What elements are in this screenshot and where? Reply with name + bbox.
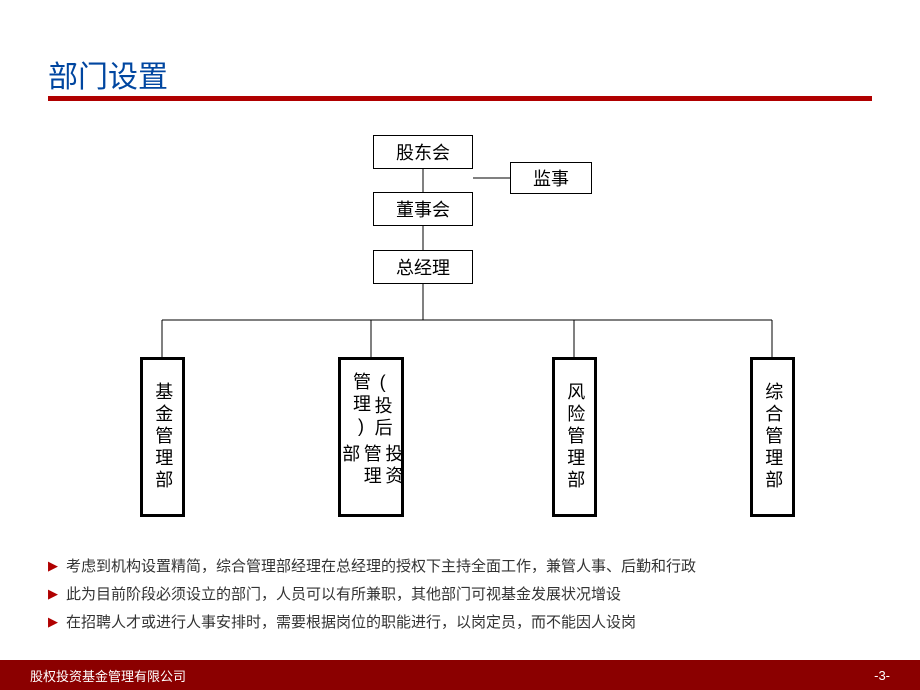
bullet-text: 在招聘人才或进行人事安排时，需要根据岗位的职能进行，以岗定员，而不能因人设岗 xyxy=(66,611,636,632)
org-dept-fengxian: 风险管理部 xyxy=(552,357,597,517)
footer-bar: 股权投资基金管理有限公司 -3- xyxy=(0,660,920,690)
bullet-item: ▶ 此为目前阶段必须设立的部门，人员可以有所兼职，其他部门可视基金发展状况增设 xyxy=(48,583,872,605)
page-title: 部门设置 xyxy=(48,52,168,96)
org-dept-jijin: 基金管理部 xyxy=(140,357,185,517)
org-chart: 股东会监事董事会总经理基金管理部 (投后管理)投资管理部 风险管理部 综合管理部 xyxy=(0,120,920,540)
title-underline xyxy=(48,96,872,101)
footer-company: 股权投资基金管理有限公司 xyxy=(30,666,186,685)
bullet-item: ▶ 在招聘人才或进行人事安排时，需要根据岗位的职能进行，以岗定员，而不能因人设岗 xyxy=(48,611,872,633)
bullet-text: 考虑到机构设置精简，综合管理部经理在总经理的授权下主持全面工作，兼管人事、后勤和… xyxy=(66,555,696,576)
bullet-marker-icon: ▶ xyxy=(48,583,58,605)
org-node-gudong: 股东会 xyxy=(373,135,473,169)
org-dept-touzi: (投后管理)投资管理部 xyxy=(338,357,404,517)
footer-page-number: -3- xyxy=(874,668,890,683)
org-node-zongjingli: 总经理 xyxy=(373,250,473,284)
org-dept-zonghe: 综合管理部 xyxy=(750,357,795,517)
bullet-list: ▶ 考虑到机构设置精简，综合管理部经理在总经理的授权下主持全面工作，兼管人事、后勤… xyxy=(48,555,872,639)
bullet-marker-icon: ▶ xyxy=(48,611,58,633)
bullet-text: 此为目前阶段必须设立的部门，人员可以有所兼职，其他部门可视基金发展状况增设 xyxy=(66,583,621,604)
org-node-dongshi: 董事会 xyxy=(373,192,473,226)
org-node-jianshi: 监事 xyxy=(510,162,592,194)
bullet-marker-icon: ▶ xyxy=(48,555,58,577)
bullet-item: ▶ 考虑到机构设置精简，综合管理部经理在总经理的授权下主持全面工作，兼管人事、后勤… xyxy=(48,555,872,577)
